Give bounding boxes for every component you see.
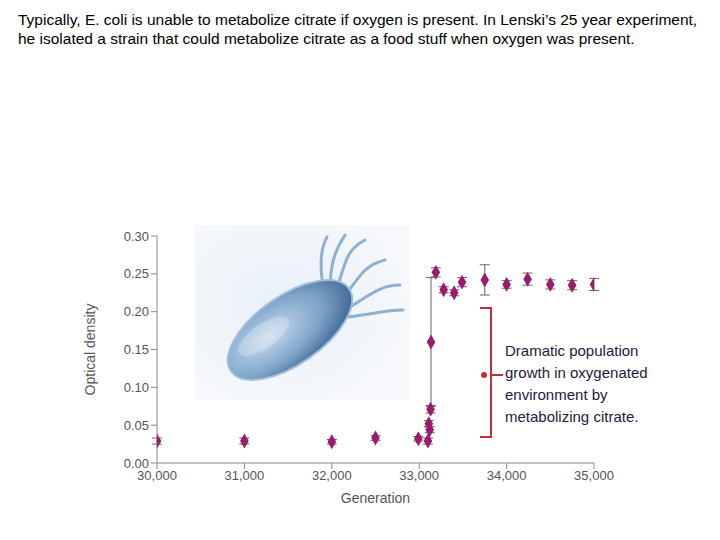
svg-text:33,000: 33,000 <box>399 468 439 483</box>
svg-text:35,000: 35,000 <box>574 468 614 483</box>
svg-text:31,000: 31,000 <box>225 468 265 483</box>
svg-text:32,000: 32,000 <box>312 468 352 483</box>
svg-text:30,000: 30,000 <box>137 468 177 484</box>
svg-text:0.25: 0.25 <box>124 266 149 281</box>
html-text:Typically, E. coli is unable t: Typically, E. coli is unable to metaboli… <box>18 11 698 47</box>
svg-text:0.10: 0.10 <box>124 380 149 395</box>
svg-text:Optical density: Optical density <box>82 304 98 396</box>
svg-text:0.20: 0.20 <box>124 304 149 319</box>
svg-text:0.30: 0.30 <box>124 229 149 244</box>
html-text:Dramatic population growth in: Dramatic population growth in oxygenated… <box>505 342 648 425</box>
svg-text:Generation: Generation <box>341 490 410 506</box>
svg-text:0.00: 0.00 <box>124 456 149 471</box>
svg-text:0.05: 0.05 <box>124 418 149 433</box>
svg-text:34,000: 34,000 <box>487 468 527 483</box>
svg-text:0.15: 0.15 <box>124 342 149 357</box>
